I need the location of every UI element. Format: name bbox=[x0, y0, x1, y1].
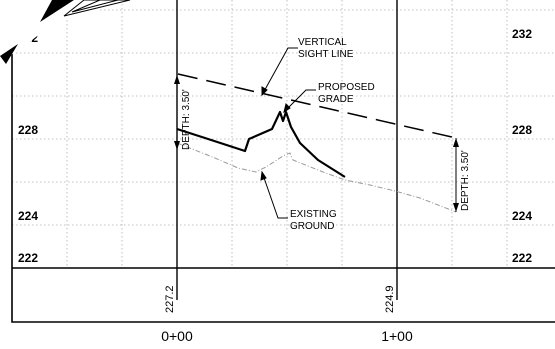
elev-label-232-right: 232 bbox=[512, 27, 532, 41]
elev-label-224-right: 224 bbox=[512, 209, 532, 223]
depth-dimension-right: DEPTH: 3.50' bbox=[453, 138, 471, 212]
elev-label-228-left: 228 bbox=[18, 123, 38, 137]
right-elevation-labels: 232 228 224 222 bbox=[512, 27, 532, 265]
depth-dimension-left: DEPTH: 3.50' bbox=[174, 75, 192, 150]
label-existing: EXISTING bbox=[290, 209, 337, 220]
elev-label-228-right: 228 bbox=[512, 123, 532, 137]
existing-ground-line bbox=[176, 142, 457, 213]
label-grade: GRADE bbox=[318, 94, 354, 105]
label-sight-line: SIGHT LINE bbox=[298, 49, 354, 60]
elev-label-224-left: 224 bbox=[18, 209, 38, 223]
depth-label-left: DEPTH: 3.50' bbox=[181, 89, 192, 150]
ground-elevation-1-00: 224.9 bbox=[384, 285, 396, 313]
label-proposed: PROPOSED bbox=[318, 82, 375, 93]
annotation-leaders bbox=[260, 47, 316, 219]
elev-label-222-right: 222 bbox=[512, 251, 532, 265]
proposed-grade-line bbox=[176, 110, 346, 178]
label-vertical: VERTICAL bbox=[298, 37, 347, 48]
elev-label-222-left: 222 bbox=[18, 251, 38, 265]
station-label-1-00: 1+00 bbox=[381, 328, 413, 344]
depth-label-right: DEPTH: 3.50' bbox=[460, 150, 471, 211]
ground-elevation-0-00: 227.2 bbox=[164, 285, 176, 313]
vertical-sight-line bbox=[177, 73, 457, 139]
grid-lines bbox=[12, 0, 555, 268]
left-elevation-labels: 232 228 224 222 bbox=[18, 31, 38, 265]
profile-frame bbox=[11, 0, 555, 323]
station-label-0-00: 0+00 bbox=[161, 328, 193, 344]
label-ground: GROUND bbox=[290, 221, 334, 232]
torn-corner-artifact bbox=[0, 0, 140, 64]
